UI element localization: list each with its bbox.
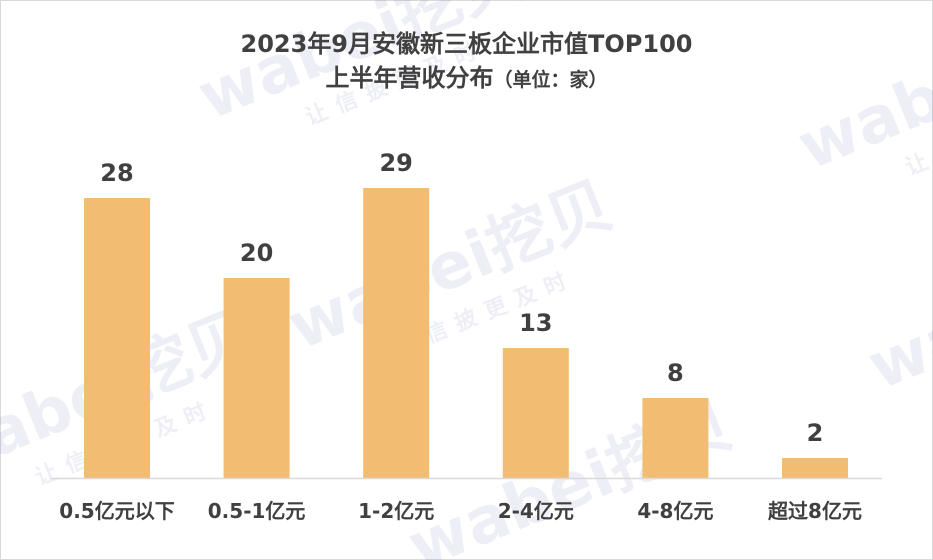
bar-value-label: 28	[100, 159, 133, 187]
x-tick-label: 0.5-1亿元	[208, 499, 306, 523]
x-tick-label-group: 0.5亿元以下 0.5-1亿元 1-2亿元 2-4亿元 4-8亿元 超过8亿元	[59, 499, 862, 523]
bar	[782, 458, 848, 478]
x-tick-label: 2-4亿元	[498, 499, 574, 523]
bar	[363, 188, 430, 478]
x-tick-label: 超过8亿元	[767, 499, 862, 523]
chart-subtitle-main: 上半年营收分布	[325, 64, 494, 92]
bar	[502, 348, 569, 478]
bar-value-label: 8	[667, 359, 684, 387]
x-tick-label: 1-2亿元	[358, 499, 434, 523]
bar	[223, 278, 290, 478]
chart-title: 2023年9月安徽新三板企业市值TOP100	[240, 30, 693, 58]
chart-subtitle: 上半年营收分布（单位：家）	[0, 62, 933, 96]
x-tick-label: 0.5亿元以下	[59, 499, 174, 523]
bar-group	[84, 188, 848, 478]
bar-label-group: 28 20 29 13 8 2	[100, 149, 823, 447]
x-tick-label: 4-8亿元	[637, 499, 713, 523]
bar-value-label: 20	[240, 239, 273, 267]
watermark-brand: wabei挖贝	[858, 208, 933, 405]
chart-unit-label: （单位：家）	[493, 69, 608, 91]
bar	[642, 398, 709, 478]
bar-value-label: 29	[379, 149, 412, 177]
bar-value-label: 2	[807, 419, 824, 447]
bar-value-label: 13	[519, 309, 552, 337]
bar	[84, 198, 150, 478]
